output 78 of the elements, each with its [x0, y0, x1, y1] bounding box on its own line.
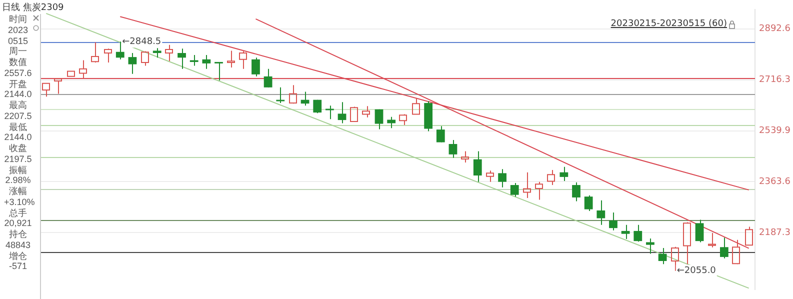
candlestick: [91, 42, 99, 64]
candlestick: [671, 246, 679, 272]
chart-title: 日线 焦炭2309: [2, 2, 64, 14]
candlestick: [461, 150, 469, 163]
text: -571: [8, 261, 28, 272]
text: 2.98%: [4, 175, 32, 186]
y-tick-label: 2716.3: [759, 75, 790, 86]
text: 2144.0: [4, 89, 32, 100]
candlestick: [510, 182, 519, 198]
candlestick: [720, 237, 728, 259]
text: 48843: [4, 240, 32, 250]
candlestick: [683, 222, 691, 265]
candlestick: [609, 212, 618, 231]
candlestick: [412, 98, 420, 115]
text: 0515: [6, 36, 30, 46]
text: 最高: [8, 100, 28, 111]
candlestick: [178, 48, 186, 70]
text: 收盘: [8, 143, 28, 154]
y-tick-label: 2187.3: [759, 228, 790, 238]
candlestick: [708, 232, 716, 248]
text: 涨幅: [8, 186, 28, 197]
candlestick: [190, 54, 198, 66]
candlestick: [658, 248, 667, 265]
candlestick: [596, 200, 606, 226]
candlestick: [239, 50, 247, 70]
text: 2023: [6, 24, 30, 36]
text: 振幅: [8, 164, 28, 176]
candlestick: [128, 52, 137, 74]
text: 2207.5: [4, 110, 32, 122]
candlestick: [448, 139, 458, 158]
candlestick: [79, 60, 87, 80]
text: 时间: [8, 14, 28, 25]
candlestick: [473, 150, 482, 182]
candlestick: [498, 168, 506, 188]
candlestick: [313, 99, 322, 114]
candlestick: [387, 116, 396, 129]
text: 开盘: [8, 78, 28, 90]
candlestick: [289, 84, 297, 104]
candlestick: [276, 86, 285, 104]
text: 周一: [8, 46, 28, 57]
candlestick: [252, 57, 260, 77]
candlestick: [374, 108, 384, 130]
candlestick: [646, 238, 654, 254]
candlestick: [621, 224, 630, 240]
candlestick: [165, 44, 173, 62]
candlestick: [104, 48, 112, 64]
candlestick: [695, 219, 704, 243]
y-tick-label: 2892.6: [759, 24, 791, 34]
text: 2144.0: [4, 132, 32, 143]
candlestick: [535, 181, 543, 200]
candlestick: [572, 182, 580, 202]
y-tick-label: 2363.6: [759, 177, 791, 188]
y-tick-label: 2539.9: [759, 126, 791, 136]
annotation: ←2055.0: [676, 266, 716, 276]
candlestick: [634, 224, 642, 242]
annotation: ←2848.5: [122, 36, 162, 47]
candlestick: [264, 68, 272, 88]
candlestick: [152, 48, 162, 58]
candlestick: [436, 126, 445, 143]
text: 总手: [8, 208, 28, 218]
text: 2557.6: [4, 68, 32, 78]
text: 数值: [8, 57, 28, 68]
text: 2197.5: [4, 154, 32, 164]
text: 最低: [8, 122, 28, 132]
text: 增仓: [8, 250, 28, 262]
candlestick: [54, 78, 62, 94]
candlestick: [214, 61, 223, 81]
candlestick: [523, 172, 531, 199]
candlestick: [116, 41, 124, 60]
text: +3.10%: [4, 196, 35, 208]
candlestick: [227, 50, 235, 68]
text: 20,921: [4, 218, 32, 229]
candlestick: [338, 102, 346, 124]
text: 20230215-20230515 (60): [610, 19, 727, 29]
candlestick: [560, 166, 568, 182]
candlestick: [584, 194, 593, 212]
candlestick: [202, 54, 211, 70]
text: 持仓: [8, 229, 28, 240]
